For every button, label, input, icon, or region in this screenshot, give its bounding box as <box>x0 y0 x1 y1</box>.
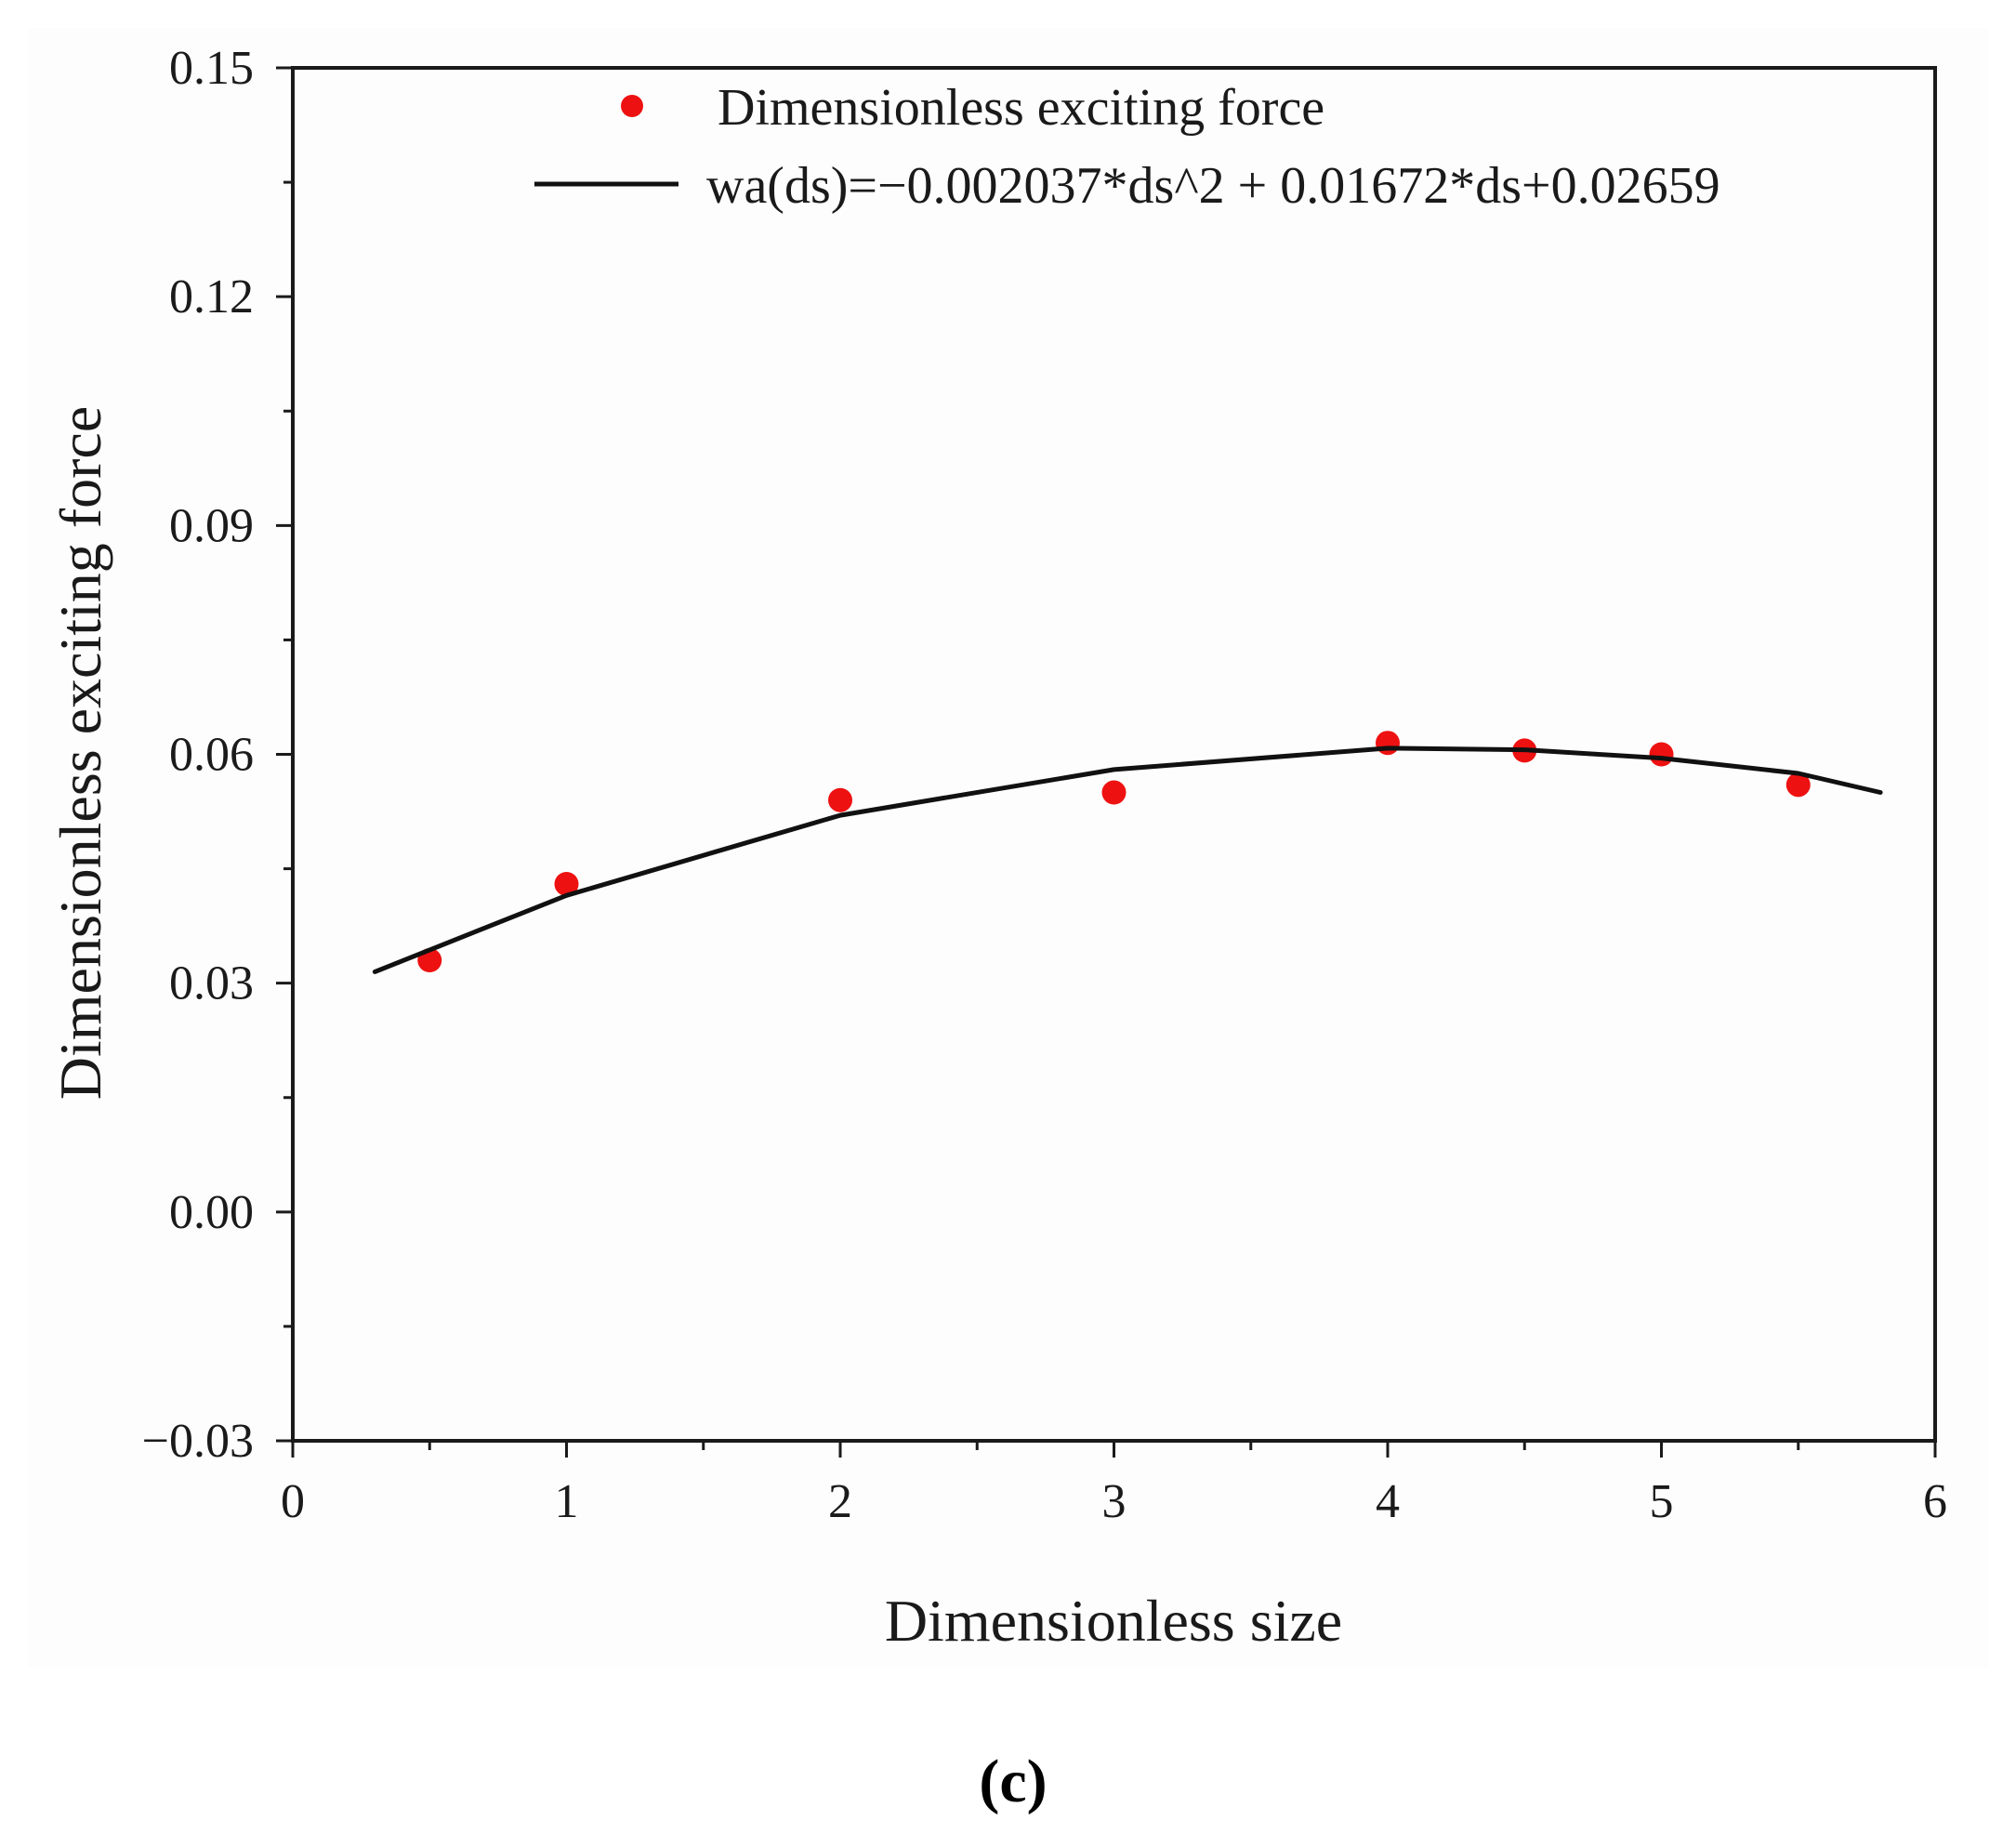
fit-curve-line <box>372 745 1883 974</box>
scatter-point <box>1376 731 1400 756</box>
figure-caption: (c) <box>979 1748 1047 1815</box>
y-tick-label: 0.12 <box>169 270 254 323</box>
y-axis-title: Dimensionless exciting force <box>47 406 113 1100</box>
legend-label-scatter: Dimensionless exciting force <box>718 79 1324 137</box>
x-tick-label: 2 <box>828 1475 852 1528</box>
plot-frame <box>291 66 1937 1443</box>
tick-marks <box>276 66 1937 1458</box>
x-tick-label: 5 <box>1650 1475 1674 1528</box>
x-tick-label: 0 <box>281 1475 305 1528</box>
y-tick-label: 0.15 <box>169 42 254 95</box>
scatter-point <box>1785 772 1811 798</box>
legend-marker-scatter <box>621 95 643 117</box>
y-tick-label: 0.00 <box>169 1186 254 1239</box>
y-tick-label: 0.09 <box>169 499 254 552</box>
x-tick-label: 6 <box>1923 1475 1947 1528</box>
y-tick-label: 0.06 <box>169 729 254 782</box>
scatter-point <box>1101 780 1127 805</box>
plot-series <box>372 731 1883 974</box>
x-tick-label: 3 <box>1102 1475 1127 1528</box>
figure-panel <box>28 28 1989 1669</box>
y-tick-label: 0.03 <box>169 957 254 1010</box>
scatter-point <box>828 787 852 812</box>
tick-labels: 0 1 2 3 4 5 6 −0.03 0.00 0.03 0.06 0.09 0.12 0.15 <box>142 42 1947 1528</box>
scatter-point <box>554 871 579 896</box>
legend: Dimensionless exciting force wa(ds)=−0.0… <box>534 79 1720 215</box>
x-axis-title: Dimensionless size <box>885 1588 1342 1654</box>
legend-label-line: wa(ds)=−0.002037*ds^2 + 0.01672*ds+0.026… <box>706 157 1720 215</box>
scatter-point <box>1649 742 1674 767</box>
x-tick-label: 4 <box>1376 1475 1400 1528</box>
x-tick-label: 1 <box>555 1475 579 1528</box>
y-tick-label: −0.03 <box>142 1415 254 1468</box>
